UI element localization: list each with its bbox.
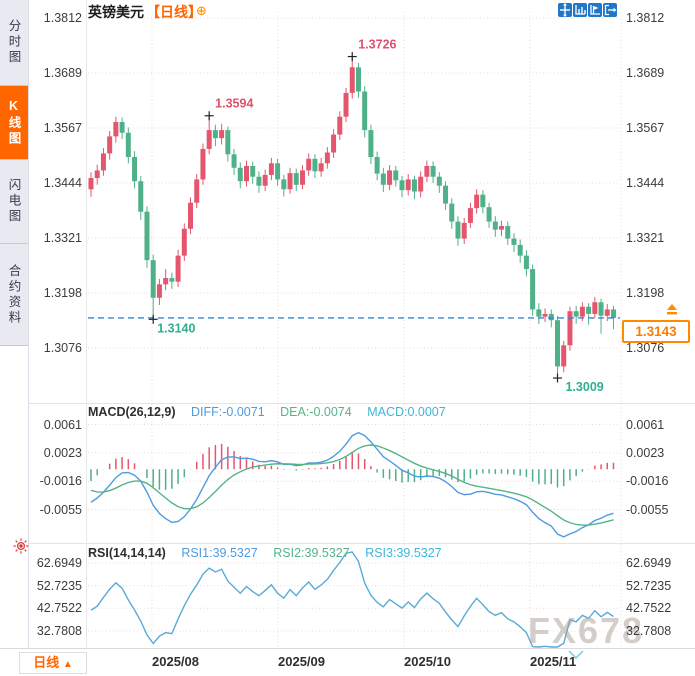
watermark: FX678	[528, 610, 645, 651]
macd-tick-label: -0.0055	[39, 502, 82, 517]
x-axis-label: 2025/10	[404, 654, 451, 669]
price-tick-label: 1.3321	[43, 231, 82, 245]
sidebar-item-contract-info[interactable]: 合约资料	[0, 244, 28, 346]
rsi-tick-label: 52.7235	[626, 578, 672, 593]
price-tick-label: 1.3567	[626, 121, 665, 135]
chevron-down-icon[interactable]	[566, 649, 586, 661]
macd-diff-value: DIFF:-0.0071	[191, 405, 265, 419]
rsi-tick-label: 62.6949	[36, 556, 82, 570]
price-tick-label: 1.3321	[626, 231, 665, 245]
macd-tick-label: 0.0023	[626, 445, 665, 460]
price-up-arrow-icon	[667, 304, 677, 315]
macd-tick-label: 0.0061	[626, 417, 665, 432]
macd-tick-label: 0.0061	[43, 417, 82, 432]
current-price-tag: 1.3143	[622, 320, 690, 343]
extreme-annotation: 1.3009	[566, 380, 604, 394]
extreme-annotation: 1.3140	[157, 321, 195, 335]
price-tick-label: 1.3198	[626, 286, 665, 300]
sidebar-item-lightning-chart[interactable]: 闪电图	[0, 160, 28, 244]
price-tick-label: 1.3689	[626, 66, 665, 80]
rsi3-value: RSI3:39.5327	[365, 546, 442, 560]
sidebar: 分时图 K线图 闪电图 合约资料	[0, 0, 29, 676]
price-tick-label: 1.3444	[626, 176, 665, 190]
price-tick-label: 1.3812	[43, 11, 82, 25]
rsi2-value: RSI2:39.5327	[273, 546, 350, 560]
symbol-title: 英镑美元	[88, 4, 144, 20]
x-axis-label: 2025/11	[530, 654, 577, 669]
extreme-annotation: 1.3726	[358, 38, 396, 52]
x-axis-label: 2025/08	[152, 654, 199, 669]
macd-header: MACD(26,12,9) DIFF:-0.0071 DEA:-0.0074 M…	[88, 405, 458, 419]
sidebar-item-timeline-chart[interactable]: 分时图	[0, 0, 28, 86]
axis-bars-icon[interactable]	[573, 3, 587, 17]
expand-plus-icon[interactable]: ⊕	[196, 3, 207, 18]
rsi-tick-label: 42.7522	[36, 601, 82, 616]
rsi-header: RSI(14,14,14) RSI1:39.5327 RSI2:39.5327 …	[88, 546, 454, 560]
price-tick-label: 1.3076	[626, 341, 665, 355]
axis-flag-icon[interactable]	[588, 3, 602, 17]
rsi1-value: RSI1:39.5327	[181, 546, 258, 560]
price-tick-label: 1.3444	[43, 176, 82, 190]
crosshair-move-icon[interactable]	[558, 3, 572, 17]
price-tick-label: 1.3076	[43, 341, 82, 355]
macd-tick-label: 0.0023	[43, 445, 82, 460]
macd-tick-label: -0.0016	[626, 474, 669, 489]
rsi-tick-label: 62.6949	[626, 556, 672, 570]
price-tick-label: 1.3567	[43, 121, 82, 135]
target-icon[interactable]	[13, 538, 29, 554]
period-selector[interactable]: 日线 ▲	[19, 652, 87, 674]
price-tick-label: 1.3812	[626, 11, 665, 25]
time-axis-bar: 日线 ▲ 2025/08 2025/09 2025/10 2025/11	[0, 648, 695, 676]
macd-tick-label: -0.0016	[39, 474, 82, 489]
rsi-tick-label: 32.7808	[626, 624, 672, 638]
price-tick-label: 1.3198	[43, 286, 82, 300]
extreme-annotation: 1.3594	[215, 97, 253, 111]
macd-title: MACD(26,12,9)	[88, 405, 176, 419]
macd-dea-value: DEA:-0.0074	[280, 405, 352, 419]
rsi-tick-label: 32.7808	[36, 624, 82, 638]
rsi-tick-label: 42.7522	[626, 601, 672, 616]
period-tag: 【日线】	[146, 4, 202, 20]
sidebar-item-candlestick-chart[interactable]: K线图	[0, 86, 28, 160]
x-axis-label: 2025/09	[278, 654, 325, 669]
macd-tick-label: -0.0055	[626, 502, 669, 517]
price-tick-label: 1.3689	[43, 66, 82, 80]
period-label: 日线	[33, 655, 60, 670]
exit-icon[interactable]	[603, 3, 617, 17]
rsi-title: RSI(14,14,14)	[88, 546, 166, 560]
price-chart-canvas[interactable]: 1.3594 1.3726 1.3140 1.3009	[28, 0, 695, 676]
macd-macd-value: MACD:0.0007	[367, 405, 446, 419]
rsi-tick-label: 52.7235	[36, 578, 82, 593]
period-up-arrow-icon: ▲	[62, 659, 73, 670]
